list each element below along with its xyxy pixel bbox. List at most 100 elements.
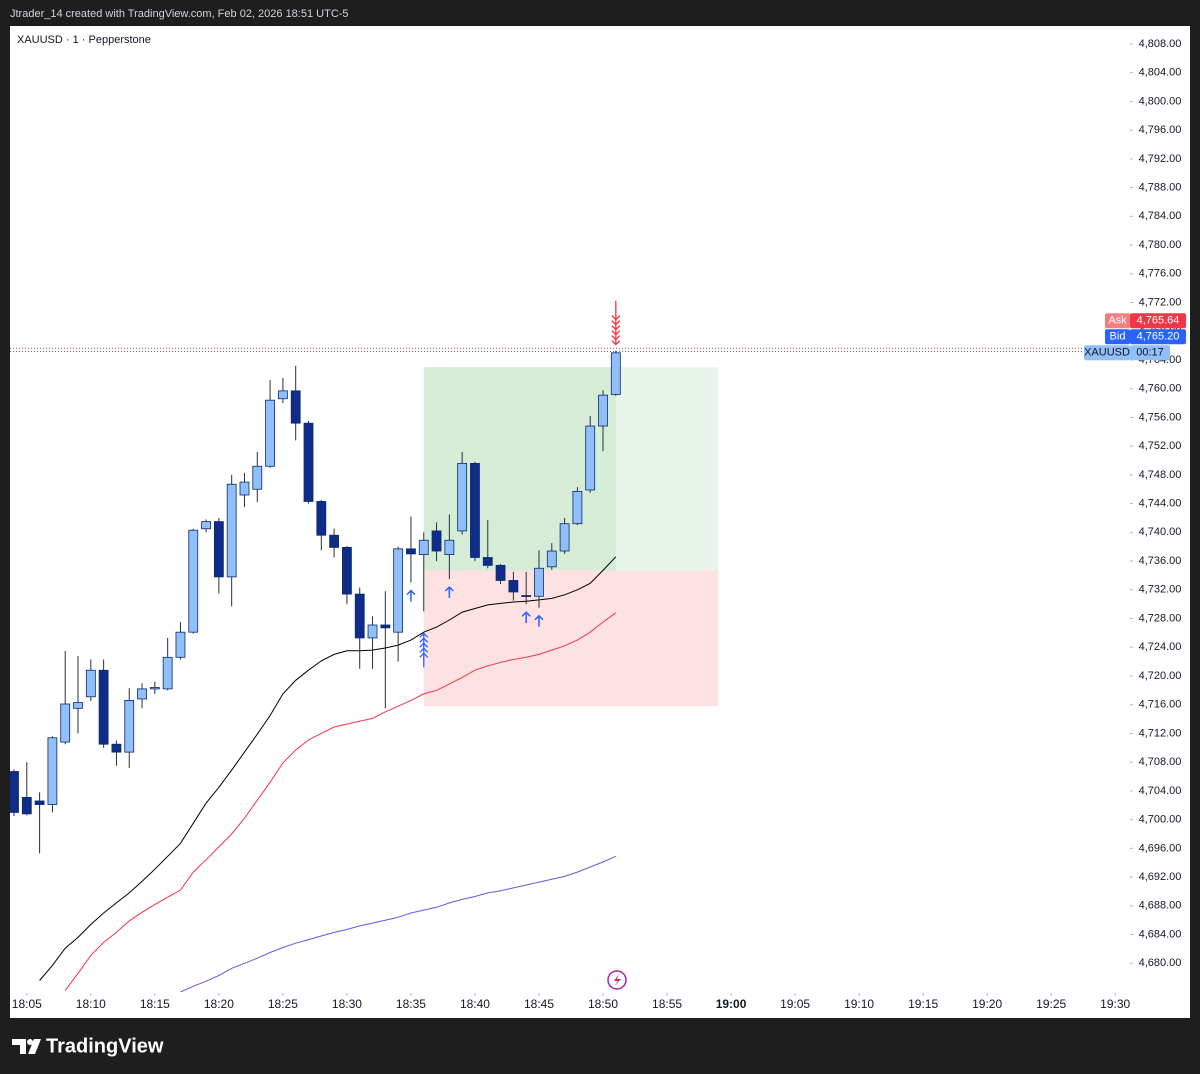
y-tick-label: 4,716.00 [1139,699,1182,711]
ask-price: 4,765.64 [1137,315,1180,327]
x-tick-label: 19:00 [716,997,747,1011]
candle-body [201,521,211,530]
y-tick-label: 4,688.00 [1139,900,1182,912]
y-tick-label: 4,712.00 [1139,727,1182,739]
candle-body [60,703,71,743]
candle-body [47,737,58,805]
axes: 4,680.00 4,684.00 4,688.00 4,692.00 4,696.00… [12,38,1186,1011]
header: Jtrader_14 created with TradingView.com,… [10,8,349,20]
candle-body [188,529,199,633]
candle-body [226,483,237,578]
x-tick-label: 18:25 [268,997,298,1011]
y-tick-label: 4,748.00 [1139,469,1182,481]
candle-body [482,557,493,566]
candle-body [34,800,45,805]
tradingview-logo [12,1039,41,1054]
countdown: 00:17 [1136,347,1164,359]
buy-signal [444,585,454,599]
candle-body [508,580,519,593]
plot-area [10,300,1130,992]
strong-buy-signal [419,632,429,668]
candle-body [598,394,608,427]
candle-body [393,548,404,633]
x-tick-label: 19:10 [844,997,874,1011]
x-tick-label: 18:20 [204,997,234,1011]
candle-body [239,481,250,496]
position-profit-active [423,367,616,571]
y-tick-label: 4,732.00 [1139,584,1182,596]
x-tick-label: 18:50 [588,997,618,1011]
candle-body [213,521,224,578]
candle-body [265,399,275,467]
candle-body [470,462,480,558]
y-tick-label: 4,772.00 [1139,296,1182,308]
x-tick-label: 19:20 [972,997,1002,1011]
candle-body [431,530,442,552]
y-tick-label: 4,736.00 [1139,555,1182,567]
candle-body [149,687,160,690]
buy-signal [534,614,544,627]
y-tick-label: 4,740.00 [1139,526,1182,538]
candle-body [572,491,583,525]
ask-label-box [1105,313,1130,329]
candle-body [610,352,621,395]
candle-body [10,771,19,813]
y-tick-label: 4,784.00 [1139,210,1182,222]
bid-price: 4,765.20 [1137,331,1180,343]
candle-body [137,688,147,700]
candle-body [98,669,109,745]
candle-body [444,539,455,556]
x-tick-label: 18:30 [332,997,362,1011]
candle-body [21,796,32,815]
x-tick-label: 19:30 [1100,997,1130,1011]
bid-label: Bid [1110,331,1126,343]
ask-label: Ask [1108,315,1127,327]
candle-body [85,669,96,698]
last-symbol: XAUUSD [1084,347,1130,359]
y-tick-label: 4,680.00 [1139,957,1182,969]
candle-body [303,422,314,502]
y-tick-label: 4,744.00 [1139,498,1182,510]
y-tick-label: 4,760.00 [1139,383,1182,395]
y-tick-label: 4,704.00 [1139,785,1182,797]
candle-body [534,567,544,597]
x-tick-label: 18:40 [460,997,490,1011]
candle-body [495,564,506,581]
position-loss-zone [423,570,719,707]
candle-body [329,534,340,548]
y-tick-label: 4,752.00 [1139,440,1182,452]
candle-body [406,548,416,555]
y-tick-label: 4,724.00 [1139,641,1182,653]
x-tick-label: 18:05 [12,997,42,1011]
candle-body [354,593,365,639]
candle-body [367,624,378,639]
y-tick-label: 4,756.00 [1139,411,1182,423]
lightning-icon [607,970,627,990]
buy-signal [521,611,531,624]
candle-body [290,390,301,424]
candle-body [124,700,135,753]
x-tick-label: 18:35 [396,997,426,1011]
x-tick-label: 18:10 [76,997,106,1011]
bid-price-box [1130,329,1186,345]
last-symbol-box [1084,345,1130,361]
moving-average-line [64,612,617,991]
ask-price-box [1130,313,1186,329]
candle-body [175,631,186,658]
y-tick-label: 4,720.00 [1139,670,1182,682]
candle-body [418,539,429,556]
footer-brand: TradingView [46,1035,164,1057]
y-tick-label: 4,796.00 [1139,124,1182,136]
candle-body [521,595,532,597]
candle-body [111,743,122,753]
moving-average-line [180,855,617,992]
candle-body [546,550,557,568]
y-tick-label: 4,792.00 [1139,153,1182,165]
y-tick-label: 4,696.00 [1139,842,1182,854]
y-tick-label: 4,708.00 [1139,756,1182,768]
y-tick-label: 4,776.00 [1139,268,1182,280]
x-tick-label: 18:15 [140,997,170,1011]
y-tick-label: 4,728.00 [1139,612,1182,624]
